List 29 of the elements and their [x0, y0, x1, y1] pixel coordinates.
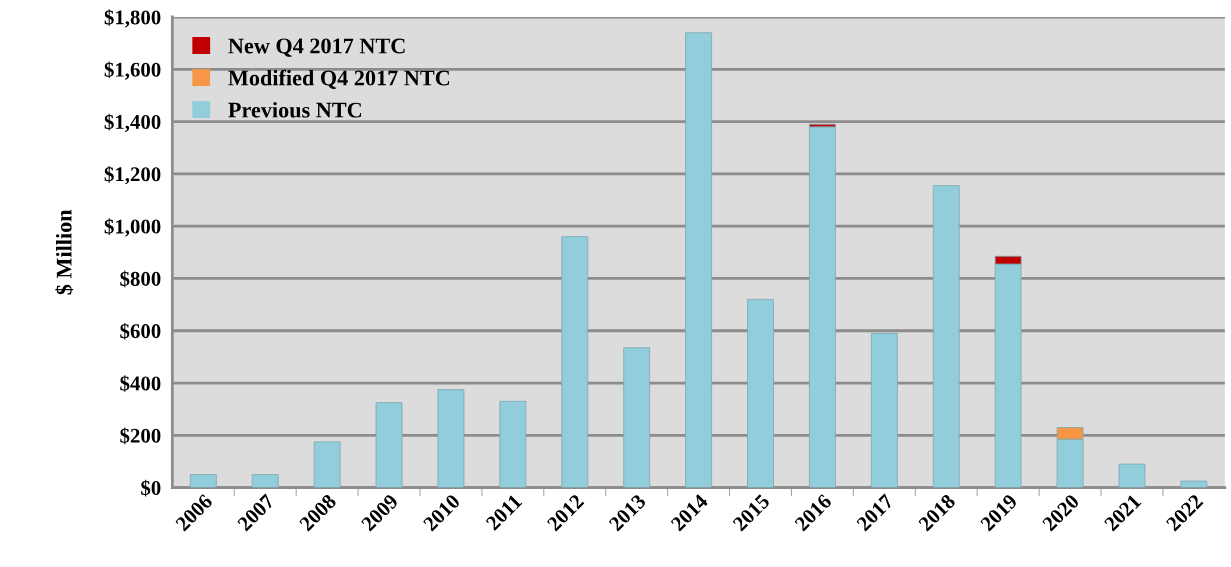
- bar: [375, 402, 403, 488]
- y-tick-label: $400: [120, 375, 161, 392]
- bar: [1118, 463, 1146, 488]
- legend-label: Modified Q4 2017 NTC: [228, 69, 450, 89]
- bar: [809, 126, 836, 488]
- bar: [870, 332, 898, 488]
- bar: [932, 185, 960, 488]
- bar: [313, 441, 341, 488]
- y-tick-label: $1,600: [104, 61, 161, 80]
- y-tick-label: $1,200: [104, 166, 161, 185]
- y-tick-label: $1,800: [104, 9, 161, 28]
- y-tick-label: $0: [141, 479, 161, 497]
- bar: [1180, 480, 1208, 488]
- y-tick-label: $600: [120, 322, 161, 340]
- bar: [251, 474, 279, 488]
- y-tick-label: $800: [120, 270, 161, 288]
- y-tick-label: $1,000: [104, 218, 161, 237]
- legend-label: Previous NTC: [228, 101, 361, 118]
- bar: [189, 474, 217, 488]
- y-tick-label: $200: [120, 427, 161, 445]
- legend-label: New Q4 2017 NTC: [228, 38, 405, 57]
- bar: [499, 400, 527, 488]
- bar: [685, 32, 713, 488]
- bar: [561, 236, 589, 488]
- bar: [437, 389, 465, 488]
- bar: [623, 347, 651, 488]
- bar: [747, 298, 774, 488]
- y-axis-title: $ Million: [55, 209, 74, 295]
- y-tick-label: $1,400: [104, 113, 161, 133]
